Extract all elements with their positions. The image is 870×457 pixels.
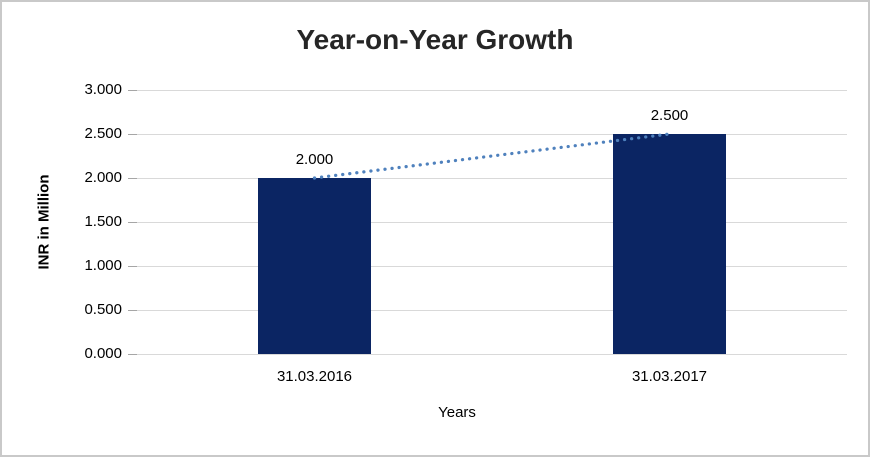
gridline [137, 221, 847, 223]
bar-data-label: 2.000 [295, 151, 334, 168]
x-category-label: 31.03.2016 [276, 368, 353, 385]
y-tick-label: 2.500 [84, 125, 122, 142]
y-tick-label: 0.500 [84, 301, 122, 318]
y-tick-label: 0.000 [84, 345, 122, 362]
bar [613, 134, 726, 354]
y-tick-label: 1.000 [84, 257, 122, 274]
x-category-label: 31.03.2017 [631, 368, 708, 385]
gridline [137, 133, 847, 135]
gridline [137, 177, 847, 179]
bar-data-label: 2.500 [650, 107, 689, 124]
x-axis-title: Years [438, 404, 476, 421]
chart-title: Year-on-Year Growth [296, 24, 574, 55]
gridline [137, 309, 847, 311]
y-axis-title: INR in Million [35, 174, 53, 270]
plot-area: 2.000 2.500 [137, 89, 847, 355]
y-tick-label: 3.000 [84, 81, 122, 98]
gridlines-layer [137, 89, 847, 355]
gridline [137, 353, 847, 355]
y-tick-label: 1.500 [84, 213, 122, 230]
gridline [137, 265, 847, 267]
gridline [137, 89, 847, 91]
y-tick-label: 2.000 [84, 169, 122, 186]
bar [258, 178, 371, 354]
bars-layer: 2.000 2.500 [137, 90, 847, 354]
trendline-dotted [312, 132, 672, 180]
